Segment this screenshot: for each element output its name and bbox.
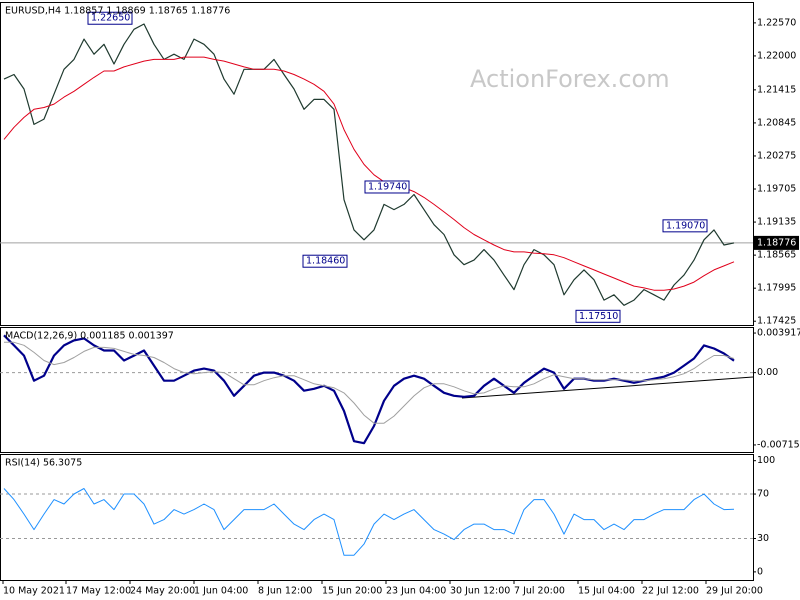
panel-title: EURUSD,H4 1.18857 1.18869 1.18765 1.1877… bbox=[5, 6, 230, 17]
y-tick-label: 30 bbox=[757, 533, 769, 544]
x-tick-label: 23 Jun 04:00 bbox=[386, 586, 446, 597]
annotation-box bbox=[87, 11, 133, 25]
series-line bbox=[3, 23, 735, 306]
current-price-box bbox=[754, 235, 799, 250]
x-tick-label: 7 Jul 20:00 bbox=[514, 586, 565, 597]
y-tick-label: 0.003917 bbox=[757, 328, 800, 339]
panel-frame bbox=[0, 454, 754, 581]
y-tick-label: 1.21415 bbox=[757, 84, 796, 95]
y-tick-label: 100 bbox=[757, 455, 775, 466]
annotation-label: 1.19740 bbox=[368, 181, 407, 192]
x-tick-label: 15 Jun 20:00 bbox=[322, 586, 382, 597]
y-tick-label: 1.19135 bbox=[757, 217, 796, 228]
panel-title: MACD(12,26,9) 0.001185 0.001397 bbox=[5, 331, 174, 342]
annotation-label: 1.18460 bbox=[306, 256, 345, 267]
annotation-box bbox=[302, 254, 348, 268]
x-tick-label: 24 May 20:00 bbox=[130, 586, 195, 597]
y-tick-label: 1.19705 bbox=[757, 184, 796, 195]
y-tick-label: 70 bbox=[757, 489, 769, 500]
annotation-box bbox=[662, 219, 708, 233]
x-tick-label: 17 May 12:00 bbox=[66, 586, 131, 597]
annotation-label: 1.22650 bbox=[91, 13, 130, 24]
annotation-box bbox=[575, 309, 621, 323]
x-tick-label: 10 May 2021 bbox=[3, 586, 65, 597]
series-line bbox=[3, 334, 735, 445]
y-tick-label: 1.22570 bbox=[757, 17, 796, 28]
series-line bbox=[3, 56, 735, 291]
x-tick-label: 15 Jul 04:00 bbox=[578, 586, 635, 597]
y-tick-label: -0.007152 bbox=[757, 439, 800, 450]
annotation-label: 1.19070 bbox=[666, 220, 705, 231]
y-tick-label: 1.17425 bbox=[757, 316, 796, 327]
current-price-label: 1.18776 bbox=[757, 237, 796, 248]
watermark: ActionForex.com bbox=[470, 65, 670, 93]
y-tick-label: 1.18565 bbox=[757, 250, 796, 261]
x-tick-label: 22 Jul 12:00 bbox=[642, 586, 699, 597]
y-tick-label: 1.22000 bbox=[757, 50, 796, 61]
y-tick-label: 0 bbox=[757, 566, 763, 577]
y-tick-label: 1.17995 bbox=[757, 283, 796, 294]
y-tick-label: 0.00 bbox=[757, 367, 778, 378]
series-line bbox=[3, 488, 735, 556]
annotation-box bbox=[364, 180, 410, 194]
annotation-label: 1.17510 bbox=[579, 311, 618, 322]
x-tick-label: 30 Jun 12:00 bbox=[450, 586, 510, 597]
panel-title: RSI(14) 56.3075 bbox=[5, 458, 82, 469]
y-tick-label: 1.20275 bbox=[757, 150, 796, 161]
panel-frame bbox=[0, 2, 754, 326]
panel-frame bbox=[0, 327, 754, 453]
series-line bbox=[4, 341, 735, 424]
trend-line bbox=[461, 376, 754, 399]
x-tick-label: 1 Jun 04:00 bbox=[194, 586, 248, 597]
y-tick-label: 1.20845 bbox=[757, 117, 796, 128]
x-tick-label: 8 Jun 12:00 bbox=[258, 586, 312, 597]
x-tick-label: 29 Jul 20:00 bbox=[706, 586, 763, 597]
